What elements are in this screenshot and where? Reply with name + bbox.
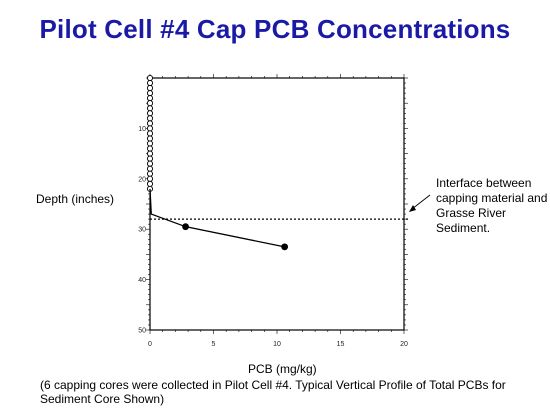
open-circle-point bbox=[146, 74, 154, 82]
open-circle-point bbox=[146, 105, 154, 112]
open-circle-point bbox=[146, 170, 154, 177]
y-tick-label: 10 bbox=[138, 126, 146, 133]
open-circle-point bbox=[146, 115, 154, 122]
x-axis-label: PCB (mg/kg) bbox=[248, 362, 317, 376]
open-circle-point bbox=[146, 160, 154, 167]
annotation-arrow bbox=[411, 194, 431, 210]
y-tick-label: 50 bbox=[138, 328, 146, 335]
open-circle-point bbox=[146, 79, 154, 87]
series-layer bbox=[146, 74, 289, 251]
series-1-line bbox=[149, 188, 285, 248]
open-circle-point bbox=[146, 90, 154, 97]
open-circle-point bbox=[146, 140, 154, 147]
x-tick-label: 5 bbox=[212, 341, 216, 348]
open-circle-point bbox=[146, 175, 154, 182]
interface-annotation: Interface between capping material and G… bbox=[436, 176, 548, 235]
open-circle-point bbox=[146, 150, 154, 157]
filled-circle-point bbox=[182, 223, 189, 231]
open-circle-point bbox=[146, 155, 154, 162]
annotation-arrowhead bbox=[409, 205, 416, 212]
x-tick-label: 0 bbox=[148, 341, 152, 348]
open-circle-point bbox=[146, 95, 154, 102]
y-tick-label: 30 bbox=[138, 227, 146, 234]
x-tick-label: 10 bbox=[273, 341, 281, 348]
open-circle-point bbox=[146, 145, 154, 152]
y-axis-label: Depth (inches) bbox=[36, 192, 115, 206]
filled-circle-point bbox=[281, 243, 289, 251]
open-circle-point bbox=[146, 130, 154, 137]
open-circle-point bbox=[146, 100, 154, 107]
y-axis-ticks: 10 20 30 40 50 bbox=[138, 77, 408, 335]
open-circle-point bbox=[146, 85, 154, 92]
slide-title: Pilot Cell #4 Cap PCB Concentrations bbox=[39, 14, 511, 44]
plot-frame bbox=[149, 77, 405, 331]
open-circle-point bbox=[146, 125, 154, 132]
x-tick-label: 20 bbox=[400, 341, 408, 348]
open-circle-point bbox=[146, 110, 154, 117]
open-circle-point bbox=[146, 135, 154, 142]
y-tick-label: 40 bbox=[138, 277, 146, 284]
caption: (6 capping cores were collected in Pilot… bbox=[40, 378, 506, 406]
open-circle-point bbox=[146, 180, 154, 187]
y-tick-label: 20 bbox=[138, 176, 146, 183]
open-circle-point bbox=[146, 165, 154, 172]
x-axis-ticks: 0 5 10 15 20 bbox=[148, 74, 408, 348]
x-tick-label: 15 bbox=[337, 341, 345, 348]
open-circle-point bbox=[146, 120, 154, 127]
